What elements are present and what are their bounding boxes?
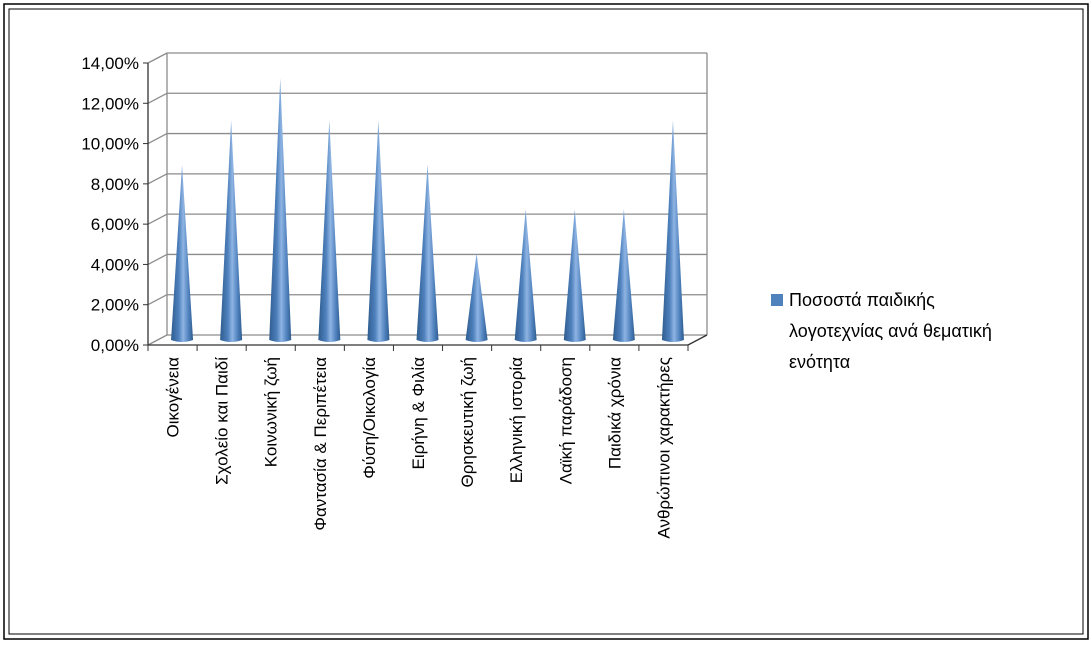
gridline-side	[147, 173, 168, 185]
gridline-side	[147, 294, 168, 306]
y-tick-label: 14,00%	[81, 54, 139, 73]
x-tick-label: Κοινωνική ζωή	[262, 357, 281, 467]
bar-cone	[514, 209, 537, 342]
gridline-side	[147, 253, 168, 266]
y-tick-label: 8,00%	[91, 175, 139, 194]
bar-cone	[465, 253, 488, 342]
bar	[465, 253, 488, 342]
bar	[661, 120, 684, 342]
legend-line-3: ενότητα	[789, 352, 850, 372]
bar	[367, 120, 390, 342]
bar-cone	[171, 164, 194, 342]
bar	[563, 209, 586, 342]
bar-cone	[563, 209, 586, 342]
bar-cone	[269, 78, 292, 343]
x-tick-label: Φαντασία & Περιπέτεια	[311, 357, 330, 531]
y-tick-labels: 0,00% 2,00% 4,00% 6,00% 8,00% 10,00% 12,00% 14,…	[81, 54, 139, 355]
legend-swatch	[771, 294, 783, 306]
bar-cone	[661, 120, 684, 342]
x-tick-label: Σχολείο και Παιδί	[213, 357, 232, 485]
bar	[220, 120, 243, 342]
bar-cone	[367, 120, 390, 342]
legend: Ποσοστά παιδικής λογοτεχνίας ανά θεματικ…	[771, 290, 992, 372]
axes	[143, 53, 708, 351]
y-tick-label: 10,00%	[81, 135, 139, 154]
gridline-side	[147, 213, 168, 225]
x-tick-label: Οικογένεια	[164, 357, 183, 438]
x-tick-label: Ειρήνη & Φιλία	[409, 357, 428, 470]
gridline-side	[147, 92, 168, 104]
x-tick-label: Φύση/Οικολογία	[360, 357, 379, 479]
x-tick-label: Ανθρώπινοι χαρακτήρες	[654, 357, 673, 539]
outer-frame	[3, 3, 1089, 640]
bar	[514, 209, 537, 342]
bar-cone	[318, 120, 341, 342]
bar	[416, 164, 439, 342]
y-tick-label: 0,00%	[91, 336, 139, 355]
bar-cone	[220, 120, 243, 342]
bar	[318, 120, 341, 342]
legend-line-2: λογοτεχνίας ανά θεματική	[789, 321, 992, 341]
x-tick-label: Λαϊκή παράδοση	[556, 357, 575, 484]
gridline-side	[147, 132, 168, 145]
inner-frame	[8, 8, 1084, 635]
x-tick-label: Ελληνική ιστορία	[507, 357, 526, 483]
x-tick-labels: Οικογένεια Σχολείο και Παιδί Κοινωνική ζωή…	[164, 357, 674, 539]
gridline-side	[147, 52, 168, 64]
y-tick-label: 4,00%	[91, 255, 139, 274]
bar	[269, 78, 292, 343]
bar	[612, 209, 635, 342]
bar-cone	[416, 164, 439, 342]
bars	[171, 78, 684, 343]
floor-right-edge	[687, 334, 708, 346]
y-tick-label: 2,00%	[91, 296, 139, 315]
x-tick-label: Παιδικά χρόνια	[605, 357, 624, 469]
y-tick-label: 6,00%	[91, 215, 139, 234]
gridline-side	[147, 334, 168, 346]
bar	[171, 164, 194, 342]
bar-cone	[612, 209, 635, 342]
legend-line-1: Ποσοστά παιδικής	[789, 290, 935, 310]
x-tick-label: Θρησκευτική ζωή	[458, 357, 477, 487]
y-tick-label: 12,00%	[81, 94, 139, 113]
